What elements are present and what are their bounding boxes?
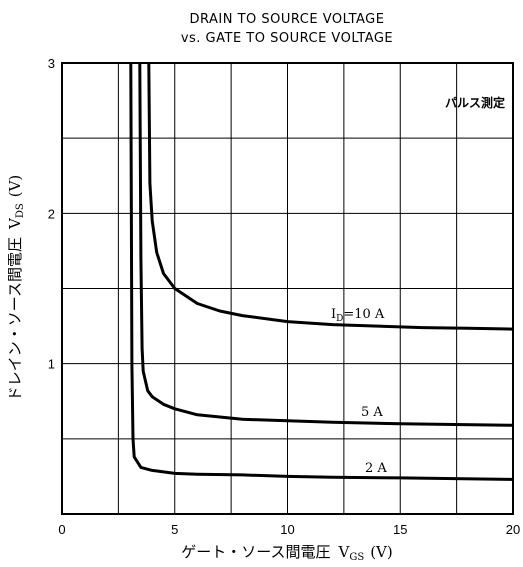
y-axis-label-text: ドレイン・ソース間電圧 — [6, 237, 24, 401]
x-axis-label-symbol: V — [338, 543, 351, 561]
plot-frame — [61, 62, 514, 515]
y-tick-label: 1 — [48, 357, 55, 372]
x-axis-label-text: ゲート・ソース間電圧 — [181, 543, 330, 561]
y-tick-label: 2 — [48, 206, 55, 221]
measurement-annotation: パルス測定 — [445, 95, 505, 110]
chart-title-line2: vs. GATE TO SOURCE VOLTAGE — [181, 31, 393, 46]
x-tick-label: 0 — [58, 522, 65, 537]
series-line-2-a — [129, 62, 514, 481]
series-line-id-10-a — [147, 62, 514, 331]
grid — [62, 63, 513, 514]
x-tick-label: 15 — [393, 522, 407, 537]
curve-label-5a: 5 A — [361, 405, 383, 420]
x-axis-label-unit: (V) — [370, 543, 393, 561]
curve-label-10a-symbol: I — [331, 307, 336, 322]
curve-label-10a-rest: =10 A — [343, 307, 385, 322]
series-line-5-a — [138, 62, 514, 427]
y-axis-label-symbol: V — [6, 217, 24, 230]
x-tick-label: 5 — [171, 522, 178, 537]
chart-title-line1: DRAIN TO SOURCE VOLTAGE — [190, 12, 385, 27]
y-tick-label: 3 — [48, 56, 55, 71]
curve-label-2a: 2 A — [365, 461, 387, 476]
x-tick-label: 20 — [506, 522, 520, 537]
y-axis-label: ドレイン・ソース間電圧 VDS (V) — [6, 175, 26, 402]
y-axis-label-unit: (V) — [6, 175, 24, 198]
x-axis-label-sub: GS — [349, 552, 364, 563]
x-tick-label: 10 — [280, 522, 294, 537]
tick-labels: 0 5 10 15 20 1 2 3 — [48, 56, 520, 537]
curve-label-10a: ID=10 A — [331, 307, 385, 324]
y-axis-label-sub: DS — [15, 203, 26, 218]
curves — [129, 62, 514, 481]
curve-label-10a-sub: D — [336, 314, 343, 324]
x-axis-label: ゲート・ソース間電圧 VGS (V) — [181, 543, 393, 563]
